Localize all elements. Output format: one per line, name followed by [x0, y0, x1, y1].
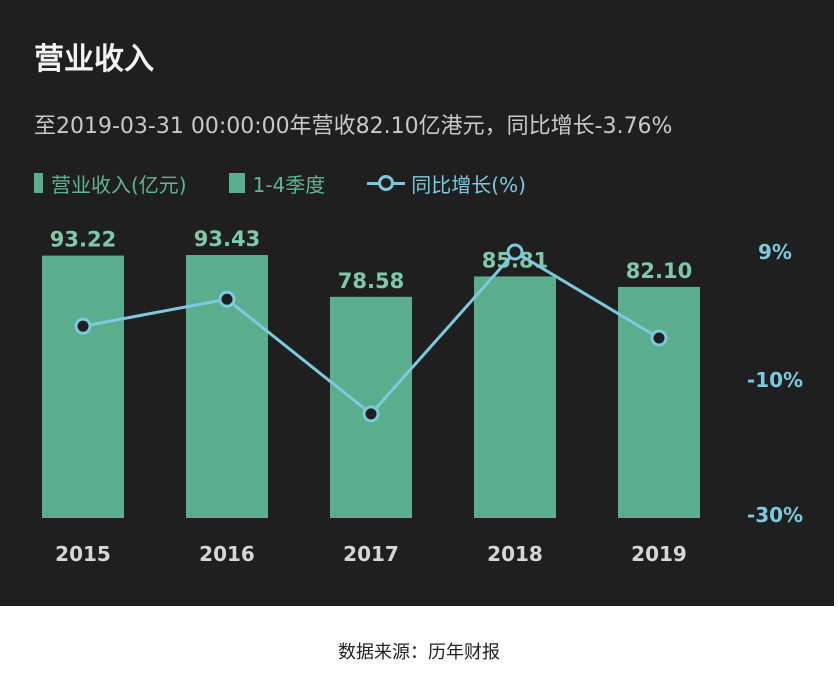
bar-value-label: 82.10 — [626, 259, 692, 283]
x-tick-label: 2017 — [343, 542, 399, 566]
growth-point — [650, 329, 668, 347]
bar — [474, 276, 556, 518]
growth-point — [362, 405, 380, 423]
chart-plot: 93.22201593.43201678.58201785.81201882.1… — [42, 227, 803, 566]
x-tick-label: 2019 — [631, 542, 687, 566]
legend-label-quarter: 1-4季度 — [252, 172, 326, 197]
y-right-tick-label: -10% — [747, 368, 803, 392]
x-tick-label: 2015 — [55, 542, 111, 566]
legend-label-growth: 同比增长(%) — [411, 172, 526, 197]
legend-label-revenue: 营业收入(亿元) — [51, 172, 187, 197]
legend-item-growth[interactable]: 同比增长(%) — [367, 169, 526, 198]
chart-subtitle: 至2019-03-31 00:00:00年营收82.10亿港元，同比增长-3.7… — [34, 114, 673, 139]
data-source-caption: 数据来源：历年财报 — [338, 642, 500, 663]
growth-point — [74, 317, 92, 335]
line-marker-icon — [367, 173, 406, 193]
bar-value-label: 93.43 — [194, 227, 260, 251]
growth-point — [218, 290, 236, 308]
chart-title: 营业收入 — [34, 42, 154, 77]
legend-item-revenue[interactable]: 营业收入(亿元) — [34, 169, 187, 198]
legend-item-quarter[interactable]: 1-4季度 — [228, 169, 326, 198]
y-right-tick-label: -30% — [747, 503, 803, 527]
y-right-tick-label: 9% — [758, 240, 792, 264]
growth-point — [506, 243, 524, 261]
chart-legend: 营业收入(亿元) 1-4季度 同比增长(%) — [34, 168, 568, 198]
x-tick-label: 2016 — [199, 542, 255, 566]
bar — [618, 286, 700, 518]
x-tick-label: 2018 — [487, 542, 543, 566]
bar-value-label: 78.58 — [338, 269, 404, 293]
revenue-swatch-icon — [34, 173, 43, 193]
bar — [42, 255, 124, 519]
quarter-swatch-icon — [228, 173, 245, 193]
bar-value-label: 93.22 — [50, 228, 116, 252]
